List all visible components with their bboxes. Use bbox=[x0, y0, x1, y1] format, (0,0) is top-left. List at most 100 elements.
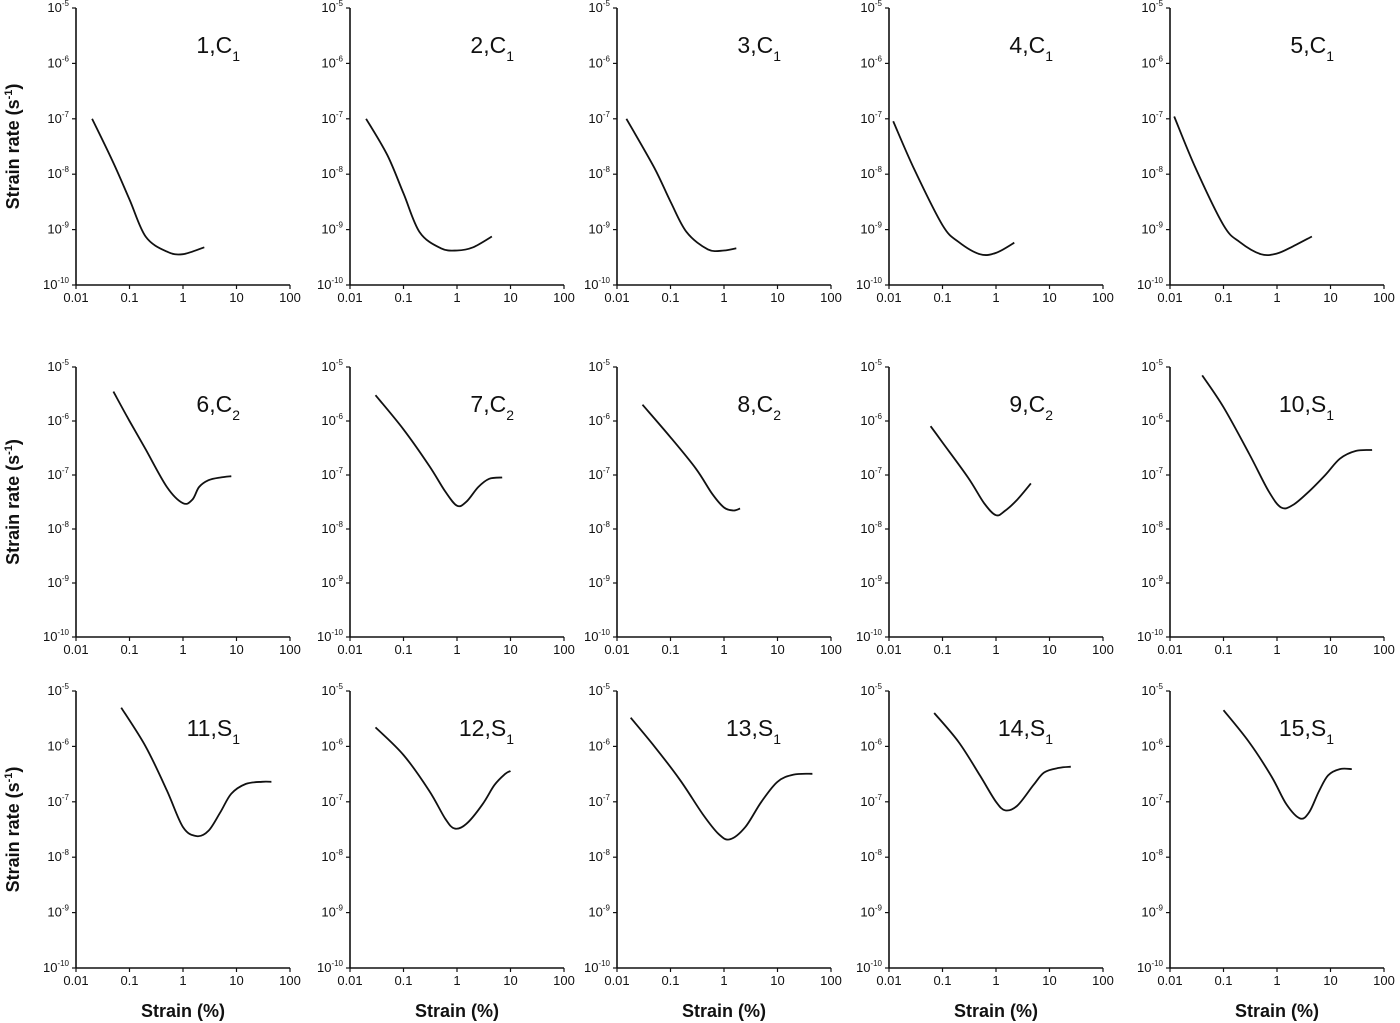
x-tick-label: 1 bbox=[453, 290, 460, 305]
x-tick-label: 0.01 bbox=[337, 290, 362, 305]
x-tick-label: 100 bbox=[553, 973, 575, 988]
x-tick-label: 100 bbox=[279, 973, 301, 988]
x-tick-label: 10 bbox=[1042, 642, 1056, 657]
x-tick-label: 100 bbox=[279, 290, 301, 305]
y-tick-label: 10-9 bbox=[321, 221, 343, 237]
y-tick-label: 10-9 bbox=[1141, 221, 1163, 237]
y-tick-label: 10-5 bbox=[47, 0, 69, 15]
panel-2: 10-5 10-6 10-7 10-8 10-9 10-100.01 0.1 1 10 100 2,… bbox=[317, 0, 575, 305]
panel-label: 7,C2 bbox=[470, 391, 514, 423]
y-tick-label: 10-8 bbox=[321, 848, 343, 864]
y-tick-label: 10-6 bbox=[47, 54, 69, 70]
y-tick-label: 10-6 bbox=[588, 54, 610, 70]
x-axis-title-1: Strain (%) bbox=[141, 1001, 225, 1021]
y-tick-label: 10-6 bbox=[47, 737, 69, 753]
x-axis-title-4: Strain (%) bbox=[954, 1001, 1038, 1021]
y-tick-label: 10-7 bbox=[321, 793, 343, 809]
strain-rate-curve bbox=[630, 717, 813, 841]
x-tick-label: 10 bbox=[1323, 642, 1337, 657]
x-tick-label: 1 bbox=[992, 973, 999, 988]
x-tick-label: 10 bbox=[1042, 973, 1056, 988]
x-axis-title-3: Strain (%) bbox=[682, 1001, 766, 1021]
x-tick-label: 0.1 bbox=[394, 973, 412, 988]
y-tick-label: 10-6 bbox=[860, 54, 882, 70]
x-tick-label: 100 bbox=[279, 642, 301, 657]
panel-label: 12,S1 bbox=[459, 715, 514, 747]
panel-7: 10-5 10-6 10-7 10-8 10-9 10-100.01 0.1 1 10 100 7,… bbox=[317, 358, 575, 657]
y-tick-label: 10-7 bbox=[1141, 466, 1163, 482]
x-tick-label: 100 bbox=[1092, 290, 1114, 305]
y-tick-label: 10-6 bbox=[1141, 737, 1163, 753]
y-tick-label: 10-5 bbox=[1141, 358, 1163, 374]
x-tick-label: 1 bbox=[992, 290, 999, 305]
y-tick-label: 10-8 bbox=[588, 520, 610, 536]
x-tick-label: 0.01 bbox=[604, 973, 629, 988]
y-tick-label: 10-7 bbox=[321, 110, 343, 126]
y-tick-label: 10-9 bbox=[1141, 574, 1163, 590]
x-tick-label: 0.1 bbox=[120, 290, 138, 305]
y-axis-title-3: Strain rate (s-1) bbox=[3, 767, 23, 893]
panel-13: 10-5 10-6 10-7 10-8 10-9 10-100.01 0.1 1 10 100 13… bbox=[584, 682, 842, 988]
x-tick-label: 0.01 bbox=[63, 642, 88, 657]
y-tick-label: 10-9 bbox=[321, 574, 343, 590]
x-tick-label: 1 bbox=[992, 642, 999, 657]
y-tick-label: 10-10 bbox=[584, 628, 611, 644]
strain-rate-curve bbox=[374, 726, 511, 830]
panel-label: 9,C2 bbox=[1009, 391, 1053, 423]
axis-titles-group: Strain (%) Strain (%) Strain (%) Strain (%)… bbox=[3, 84, 1319, 1021]
y-tick-label: 10-9 bbox=[1141, 904, 1163, 920]
strain-rate-curve bbox=[374, 394, 503, 508]
panel-12: 10-5 10-6 10-7 10-8 10-9 10-100.01 0.1 1 10 100 12… bbox=[317, 682, 575, 988]
y-tick-label: 10-7 bbox=[1141, 793, 1163, 809]
y-tick-label: 10-6 bbox=[1141, 412, 1163, 428]
x-tick-label: 10 bbox=[229, 642, 243, 657]
y-tick-label: 10-5 bbox=[860, 682, 882, 698]
y-tick-label: 10-10 bbox=[584, 276, 611, 292]
x-tick-label: 0.01 bbox=[337, 642, 362, 657]
y-tick-label: 10-8 bbox=[47, 848, 69, 864]
y-tick-label: 10-7 bbox=[47, 466, 69, 482]
strain-rate-curve bbox=[1201, 374, 1373, 510]
y-tick-label: 10-10 bbox=[856, 959, 883, 975]
x-tick-label: 10 bbox=[770, 290, 784, 305]
y-tick-label: 10-7 bbox=[47, 110, 69, 126]
x-tick-label: 100 bbox=[820, 973, 842, 988]
y-tick-label: 10-7 bbox=[47, 793, 69, 809]
y-tick-label: 10-9 bbox=[47, 221, 69, 237]
y-tick-label: 10-7 bbox=[860, 793, 882, 809]
y-tick-label: 10-7 bbox=[321, 466, 343, 482]
y-tick-label: 10-10 bbox=[1137, 276, 1164, 292]
x-tick-label: 10 bbox=[229, 290, 243, 305]
x-tick-label: 10 bbox=[503, 973, 517, 988]
panel-label: 10,S1 bbox=[1279, 391, 1334, 423]
x-tick-label: 100 bbox=[1373, 973, 1395, 988]
y-tick-label: 10-7 bbox=[860, 466, 882, 482]
y-tick-label: 10-10 bbox=[317, 959, 344, 975]
y-tick-label: 10-5 bbox=[588, 358, 610, 374]
y-tick-label: 10-10 bbox=[856, 276, 883, 292]
y-tick-label: 10-9 bbox=[588, 574, 610, 590]
y-tick-label: 10-5 bbox=[321, 682, 343, 698]
panel-11: 10-5 10-6 10-7 10-8 10-9 10-100.01 0.1 1 10 100 11… bbox=[43, 682, 301, 988]
panel-label: 11,S1 bbox=[187, 715, 241, 747]
x-tick-label: 100 bbox=[1373, 290, 1395, 305]
x-tick-label: 0.1 bbox=[120, 973, 138, 988]
x-tick-label: 1 bbox=[1273, 973, 1280, 988]
x-tick-label: 1 bbox=[453, 642, 460, 657]
panel-label: 8,C2 bbox=[737, 391, 781, 423]
x-tick-label: 0.01 bbox=[1157, 642, 1182, 657]
x-tick-label: 0.01 bbox=[876, 973, 901, 988]
x-tick-label: 0.1 bbox=[1214, 973, 1232, 988]
y-tick-label: 10-5 bbox=[1141, 682, 1163, 698]
y-tick-label: 10-10 bbox=[317, 628, 344, 644]
y-tick-label: 10-10 bbox=[1137, 959, 1164, 975]
y-tick-label: 10-8 bbox=[588, 848, 610, 864]
y-tick-label: 10-5 bbox=[860, 0, 882, 15]
panel-10: 10-5 10-6 10-7 10-8 10-9 10-100.01 0.1 1 10 100 10… bbox=[1137, 358, 1395, 657]
y-tick-label: 10-7 bbox=[1141, 110, 1163, 126]
x-tick-label: 100 bbox=[1092, 642, 1114, 657]
y-tick-label: 10-9 bbox=[860, 904, 882, 920]
y-tick-label: 10-8 bbox=[1141, 520, 1163, 536]
x-tick-label: 100 bbox=[820, 290, 842, 305]
